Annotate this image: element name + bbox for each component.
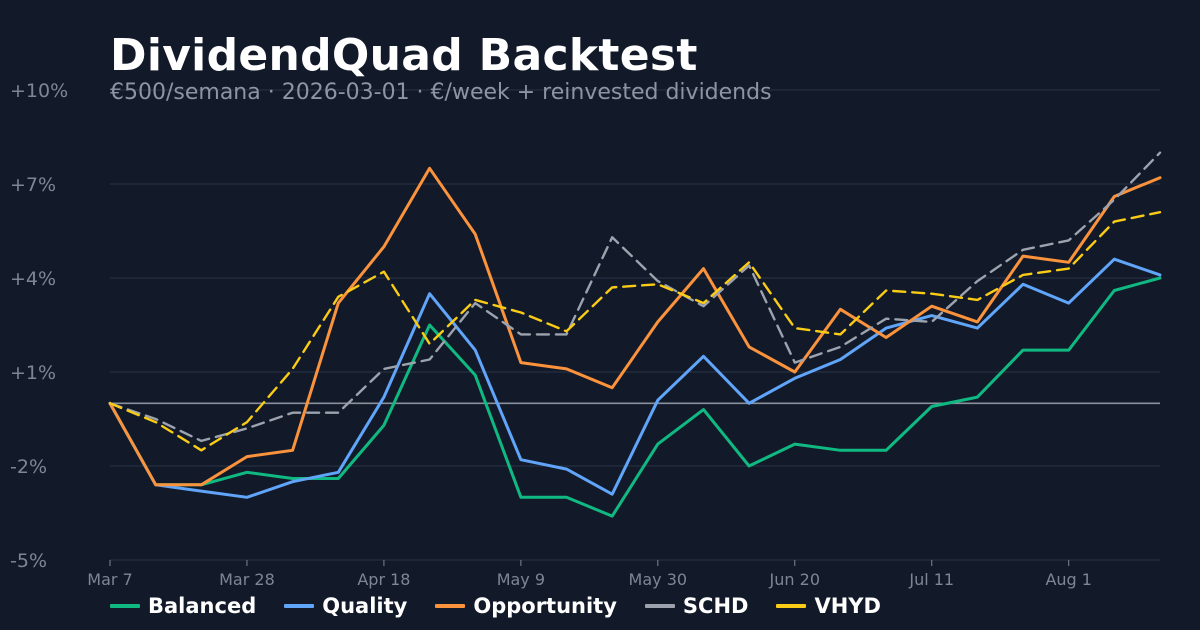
legend-swatch [644,604,675,608]
legend-label: Balanced [148,594,257,618]
legend-label: SCHD [682,594,749,618]
chart-subtitle: €500/semana · 2026-03-01 · €/week + rein… [110,80,772,105]
legend-item-vhyd[interactable]: VHYD [776,594,881,618]
series-line-schd [108,151,1162,443]
x-tick-label: Jun 20 [769,570,820,589]
series-line-balanced [108,276,1162,518]
legend-label: Opportunity [473,594,617,618]
x-tick-label: Mar 28 [219,570,275,589]
x-axis-ticks: Mar 7 Mar 28 Apr 18 May 9 May 30 Jun 20 Jul 11… [87,560,1092,589]
x-tick-label: May 9 [497,570,545,589]
y-tick-label: -2% [10,456,47,478]
series-line-quality [108,257,1162,499]
grid [110,89,1160,561]
legend-swatch [110,604,140,608]
y-tick-label: +7% [10,174,56,196]
chart-title: DividendQuad Backtest [110,30,698,81]
series-lines [108,151,1162,518]
legend-item-quality[interactable]: Quality [284,594,407,618]
legend-swatch [776,604,807,608]
x-tick-label: Jul 11 [908,570,954,589]
y-tick-label: +4% [10,268,56,290]
series-line-opportunity [108,166,1162,487]
x-tick-label: May 30 [629,570,688,589]
legend-label: Quality [322,594,408,618]
series-line-vhyd [108,210,1162,452]
x-tick-label: Mar 7 [87,570,132,589]
y-axis-ticks: +10% +7% +4% +1% -2% -5% [10,80,68,572]
y-tick-label: +10% [10,80,68,102]
legend-item-schd[interactable]: SCHD [644,594,749,618]
x-tick-label: Apr 18 [357,570,410,589]
legend-swatch [284,604,315,608]
legend-label: VHYD [814,594,881,618]
legend-item-balanced[interactable]: Balanced [110,594,256,618]
legend-item-opportunity[interactable]: Opportunity [435,594,617,618]
y-tick-label: -5% [10,550,47,572]
legend-swatch [435,604,466,608]
x-tick-label: Aug 1 [1045,570,1092,589]
legend: Balanced Quality Opportunity SCHD VHYD [110,594,909,618]
y-tick-label: +1% [10,362,56,384]
